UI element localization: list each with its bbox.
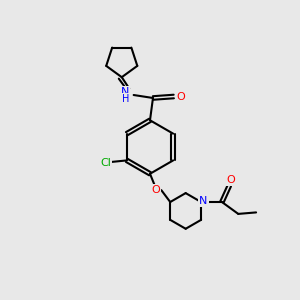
Text: H: H: [122, 94, 129, 103]
Text: N: N: [199, 196, 208, 206]
Text: O: O: [152, 185, 160, 195]
Text: N: N: [121, 87, 130, 97]
Text: O: O: [177, 92, 186, 101]
Text: Cl: Cl: [100, 158, 111, 168]
Text: O: O: [226, 175, 235, 185]
